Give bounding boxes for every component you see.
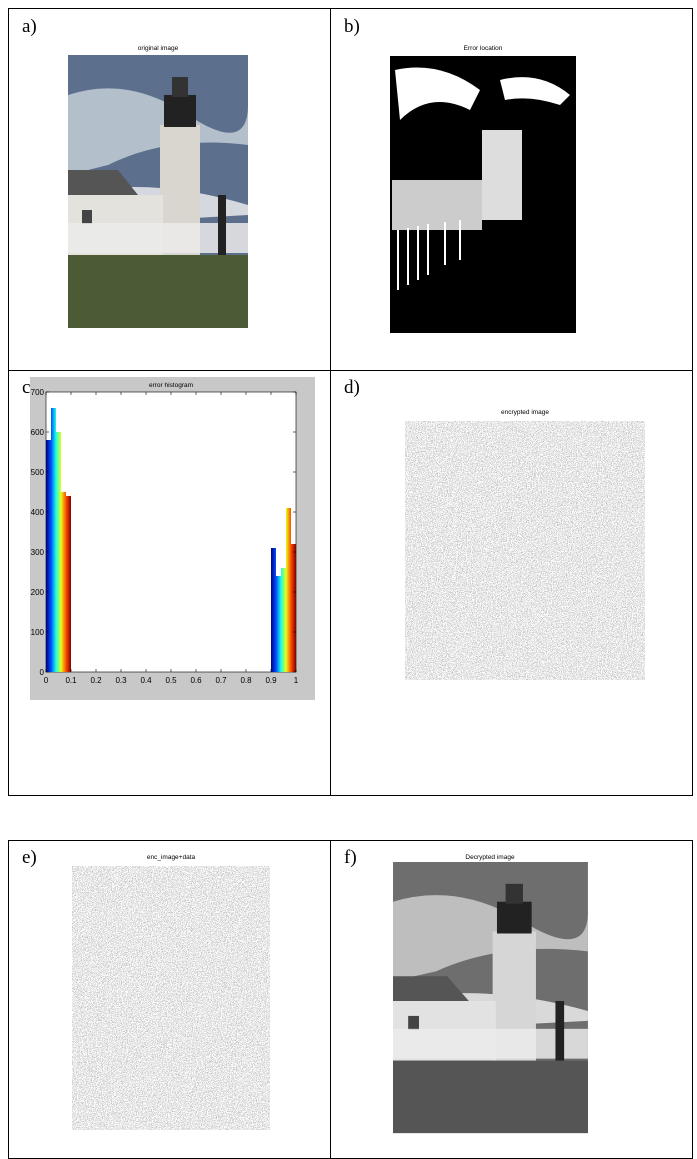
histogram-bar <box>286 508 291 672</box>
error-location-image <box>390 56 576 333</box>
x-tick-label: 0.5 <box>165 676 177 685</box>
chart-title: error histogram <box>149 382 193 389</box>
y-tick-label: 500 <box>31 468 45 477</box>
x-tick-label: 0.7 <box>215 676 227 685</box>
panel-label: a) <box>22 16 37 37</box>
histogram-bar <box>271 548 276 672</box>
y-tick-label: 100 <box>31 628 45 637</box>
image-title: encrypted image <box>501 409 549 416</box>
image-title: Error location <box>464 45 503 52</box>
image-title: enc_image+data <box>147 854 196 861</box>
y-tick-label: 400 <box>31 508 45 517</box>
y-tick-label: 200 <box>31 588 45 597</box>
histogram-bar <box>291 544 296 672</box>
panel-label: d) <box>344 377 360 398</box>
y-tick-label: 600 <box>31 428 45 437</box>
histogram-bar <box>46 440 51 672</box>
x-tick-label: 0.6 <box>190 676 202 685</box>
x-tick-label: 0 <box>44 676 49 685</box>
y-tick-label: 700 <box>31 388 45 397</box>
embedded-image <box>72 866 270 1130</box>
decrypted-image <box>393 862 588 1133</box>
encrypted-image <box>405 421 645 680</box>
x-tick-label: 0.2 <box>90 676 102 685</box>
histogram-bar <box>61 492 66 672</box>
histogram-bar <box>276 576 281 672</box>
x-tick-label: 1 <box>294 676 299 685</box>
histogram-bar <box>51 408 56 672</box>
panel-label: f) <box>344 847 357 868</box>
figure-page: a) b) c) d) e) f) original image Error l… <box>0 0 697 1159</box>
x-tick-label: 0.8 <box>240 676 252 685</box>
x-tick-label: 0.9 <box>265 676 277 685</box>
image-title: Decrypted image <box>465 854 515 861</box>
x-tick-label: 0.1 <box>65 676 77 685</box>
y-tick-label: 300 <box>31 548 45 557</box>
original-image <box>68 55 248 328</box>
panel-label: e) <box>22 847 37 868</box>
histogram-bar <box>281 568 286 672</box>
x-tick-label: 0.4 <box>140 676 152 685</box>
x-tick-label: 0.3 <box>115 676 127 685</box>
panel-label: b) <box>344 16 360 37</box>
histogram-bar <box>56 432 61 672</box>
histogram-bar <box>66 496 71 672</box>
image-title: original image <box>138 45 179 52</box>
